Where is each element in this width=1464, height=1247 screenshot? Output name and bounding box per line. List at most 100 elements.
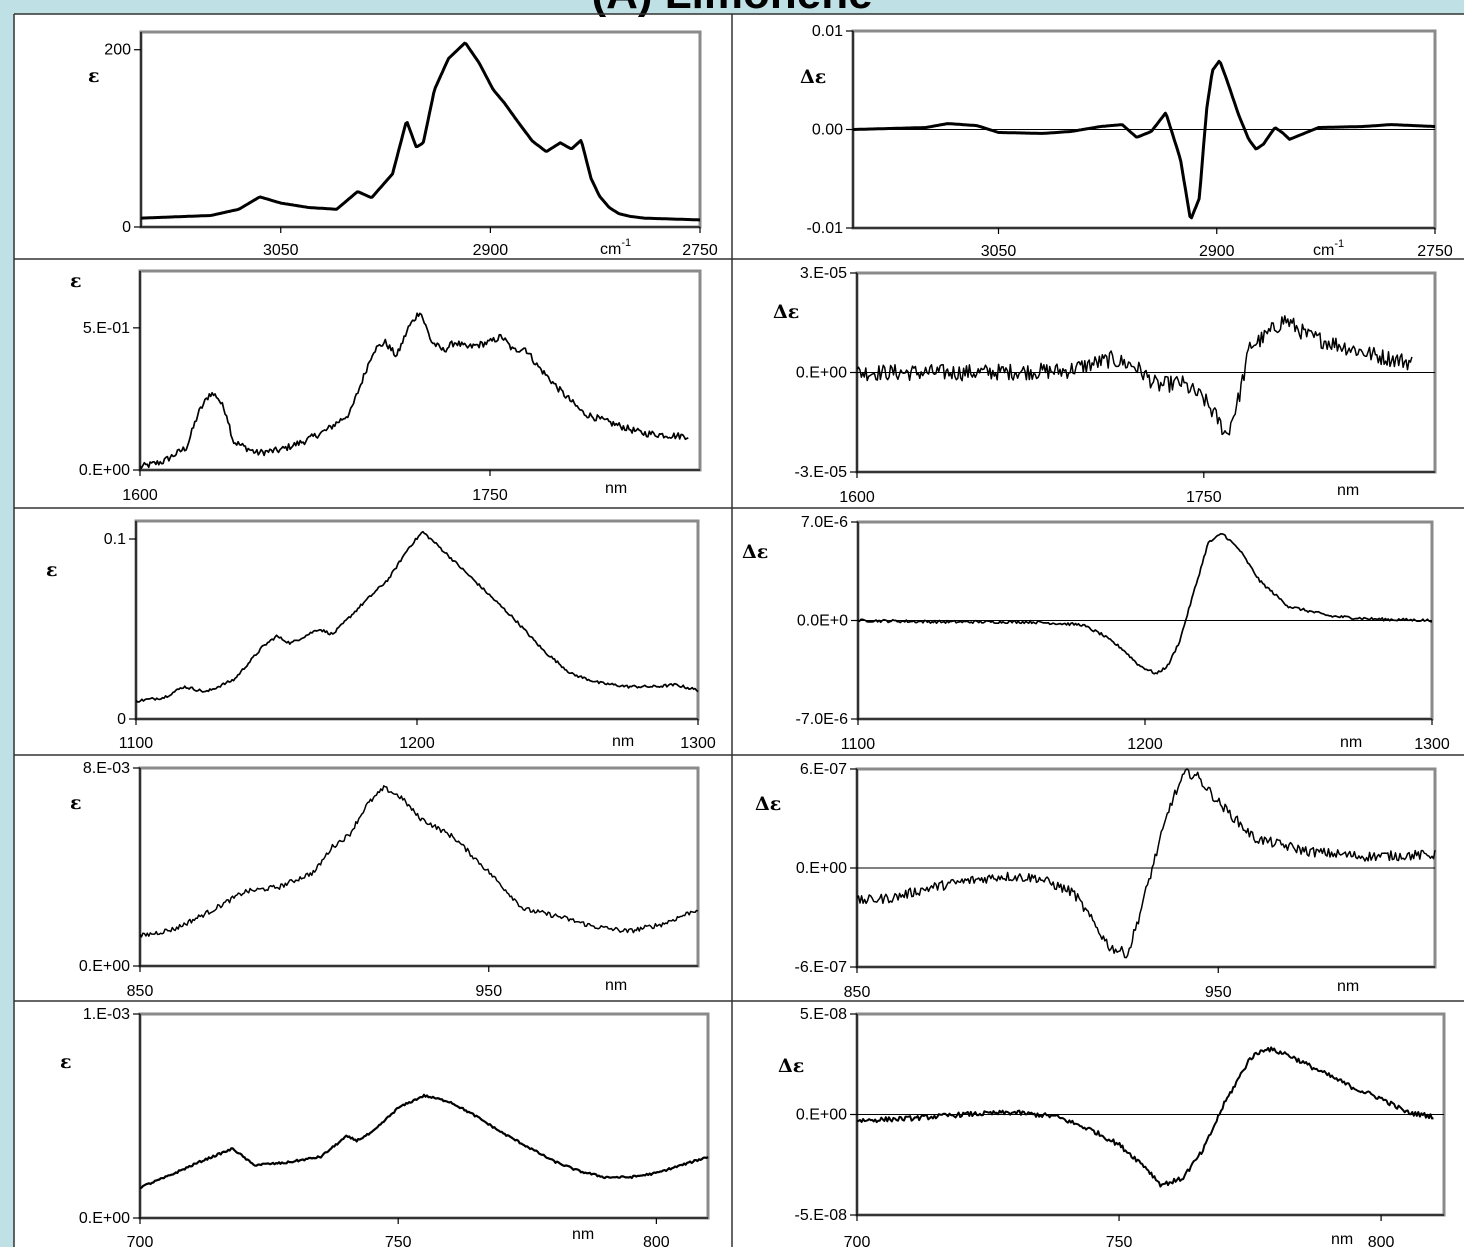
chart-abs-700: 0.E+00 1.E-03 700 750 800 ε nm [60, 1006, 710, 1247]
x-tick-label: 3050 [263, 242, 299, 259]
x-tick-label: 1750 [472, 487, 508, 504]
y-tick-label: 5.E-08 [800, 1006, 847, 1023]
y-axis-label: Δε [742, 541, 768, 563]
y-tick-label: -0.01 [807, 220, 844, 237]
y-tick-label: 0.00 [812, 122, 843, 139]
y-tick-label: 0.E+00 [796, 365, 847, 382]
chart-cd-850: -6.E-07 0.E+00 6.E-07 850 950 Δε nm [755, 761, 1437, 1001]
series-line [857, 533, 1433, 675]
y-tick-label: 3.E-05 [800, 265, 847, 282]
x-tick-label: 1100 [119, 735, 154, 752]
x-unit-superscript: -1 [621, 237, 631, 249]
x-tick-label: 1600 [839, 489, 875, 506]
x-unit-text: cm [1313, 242, 1334, 259]
y-tick-label: 0.E+00 [79, 1210, 130, 1227]
x-tick-label: 750 [1106, 1234, 1133, 1247]
y-tick-label: -5.E-08 [795, 1207, 848, 1224]
y-tick-label: 0 [117, 711, 126, 728]
chart-cd-1600: -3.E-05 0.E+00 3.E-05 1600 1750 Δε nm [773, 265, 1437, 506]
y-tick-label: 6.E-07 [800, 761, 847, 778]
chart-abs-1600: 0.E+00 5.E-01 1600 1750 ε nm [70, 269, 702, 504]
series-line [856, 315, 1413, 436]
y-axis-label: ε [70, 270, 82, 292]
y-axis-label: Δε [773, 301, 799, 323]
x-tick-label: 2750 [1417, 243, 1453, 260]
y-tick-label: 0.0E+0 [797, 613, 848, 630]
series-line [141, 41, 700, 222]
x-unit-label: nm [612, 733, 634, 750]
plot-frame [139, 30, 702, 229]
x-unit-text: nm [1340, 734, 1362, 751]
x-tick-label: 3050 [981, 243, 1017, 260]
x-unit-label: nm [572, 1226, 594, 1243]
chart-cd-ir: -0.01 0.00 0.01 3050 2900 2750 Δε cm-1 [800, 23, 1453, 260]
x-tick-label: 800 [1368, 1234, 1395, 1247]
plot-frame [134, 519, 700, 721]
x-unit-label: cm-1 [600, 237, 631, 258]
y-tick-label: 0.01 [812, 23, 843, 40]
x-tick-label: 950 [1205, 984, 1232, 1001]
x-unit-label: cm-1 [1313, 238, 1344, 259]
x-unit-label: nm [1337, 482, 1359, 499]
plot-frame [138, 269, 702, 472]
x-unit-text: nm [572, 1226, 594, 1243]
x-tick-label: 2750 [682, 242, 718, 259]
chart-cd-700: -5.E-08 0.E+00 5.E-08 700 750 800 Δε nm [778, 1006, 1446, 1247]
x-unit-superscript: -1 [1334, 238, 1344, 250]
y-tick-label: 8.E-03 [83, 760, 130, 777]
x-unit-label: nm [1337, 978, 1359, 995]
y-axis-label: Δε [778, 1055, 804, 1077]
x-tick-label: 1200 [1127, 736, 1163, 753]
x-unit-label: nm [1340, 734, 1362, 751]
plot-frame [138, 1012, 710, 1220]
x-tick-label: 850 [127, 983, 154, 1000]
chart-abs-ir: 0 200 3050 2900 2750 ε cm-1 [88, 30, 718, 259]
x-tick-label: 2900 [473, 242, 509, 259]
x-unit-label: nm [1331, 1231, 1353, 1247]
y-tick-label: 200 [104, 42, 131, 59]
y-tick-label: 0.E+00 [796, 1107, 847, 1124]
chart-cd-1100: -7.0E-6 0.0E+0 7.0E-6 1100 1200 1300 Δε nm [742, 514, 1450, 753]
y-axis-label: Δε [755, 793, 781, 815]
y-axis-label: ε [70, 792, 82, 814]
x-tick-label: 800 [643, 1234, 670, 1247]
y-axis-label: ε [46, 559, 58, 581]
y-tick-label: 0.E+00 [796, 860, 847, 877]
x-tick-label: 1750 [1186, 489, 1222, 506]
x-unit-label: nm [605, 977, 627, 994]
x-tick-label: 2900 [1199, 243, 1235, 260]
x-tick-label: 1200 [399, 735, 435, 752]
x-unit-label: nm [605, 480, 627, 497]
x-tick-label: 700 [127, 1234, 154, 1247]
series-line [139, 1093, 709, 1190]
y-tick-label: 1.E-03 [83, 1006, 130, 1023]
x-unit-text: cm [600, 241, 621, 258]
x-unit-text: nm [1331, 1231, 1353, 1247]
plot-frame [138, 766, 700, 968]
series-line [856, 1046, 1434, 1188]
chart-abs-850: 0.E+00 8.E-03 850 950 ε nm [70, 760, 700, 1000]
x-tick-label: 1300 [680, 735, 716, 752]
x-unit-text: nm [1337, 978, 1359, 995]
x-tick-label: 750 [385, 1234, 412, 1247]
series-line [139, 312, 689, 469]
y-tick-label: 7.0E-6 [801, 514, 848, 531]
x-unit-text: nm [605, 480, 627, 497]
x-tick-label: 1600 [122, 487, 158, 504]
y-tick-label: 0.E+00 [79, 958, 130, 975]
x-tick-label: 1100 [841, 736, 876, 753]
series-line [139, 785, 699, 938]
x-unit-text: nm [1337, 482, 1359, 499]
y-axis-label: ε [60, 1051, 72, 1073]
y-axis-label: ε [88, 65, 100, 87]
x-unit-text: nm [605, 977, 627, 994]
chart-abs-1100: 0 0.1 1100 1200 1300 ε nm [46, 519, 716, 752]
y-tick-label: 0.E+00 [79, 462, 130, 479]
y-tick-label: -7.0E-6 [796, 711, 849, 728]
x-tick-label: 700 [844, 1234, 871, 1247]
y-tick-label: 0.1 [104, 531, 126, 548]
x-tick-label: 1300 [1414, 736, 1450, 753]
y-tick-label: -6.E-07 [795, 959, 848, 976]
y-tick-label: -3.E-05 [795, 464, 848, 481]
